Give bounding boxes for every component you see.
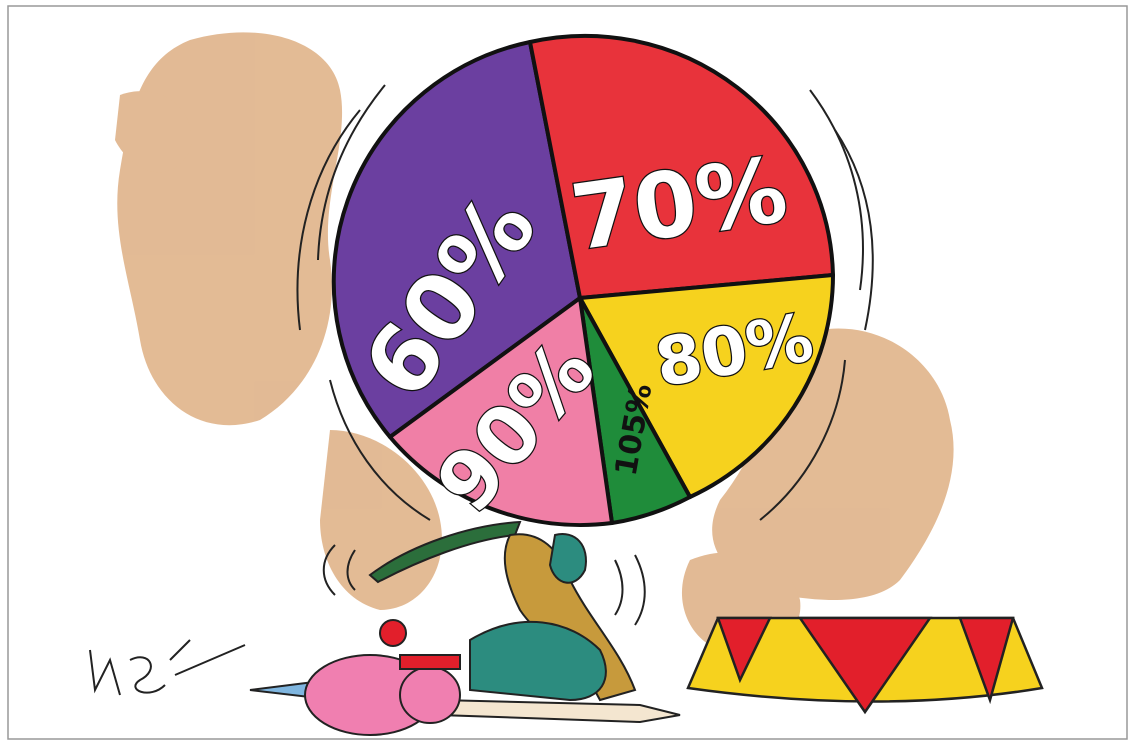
cartoon: 60% 70% 80% 105% 90% [0, 0, 1135, 747]
